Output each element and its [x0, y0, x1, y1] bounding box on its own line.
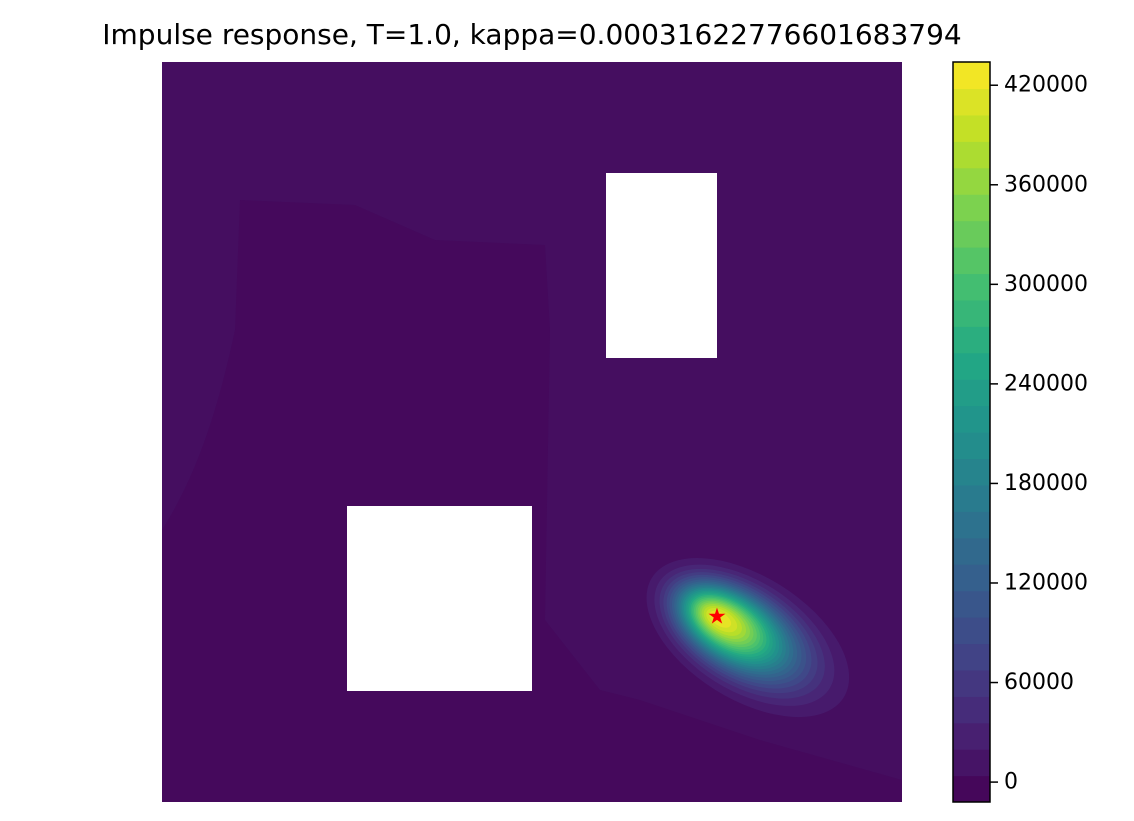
- colorbar-band: [953, 405, 990, 433]
- colorbar-band: [953, 696, 990, 724]
- colorbar-band: [953, 590, 990, 618]
- colorbar-band: [953, 62, 990, 90]
- colorbar-band: [953, 458, 990, 486]
- colorbar-band: [953, 484, 990, 512]
- colorbar-band: [953, 88, 990, 116]
- colorbar-band: [953, 352, 990, 380]
- colorbar-band: [953, 247, 990, 275]
- colorbar-band: [953, 749, 990, 777]
- colorbar-band: [953, 722, 990, 750]
- colorbar-band: [953, 379, 990, 407]
- colorbar-band: [953, 273, 990, 301]
- colorbar-band: [953, 617, 990, 645]
- colorbar-tick-label: 120000: [1004, 570, 1088, 595]
- colorbar-tick-label: 180000: [1004, 471, 1088, 496]
- colorbar-band: [953, 643, 990, 671]
- colorbar-band: [953, 326, 990, 354]
- obstacles: [347, 173, 717, 691]
- colorbar: 0 60000 120000 180000 240000 300000 360000 4200…: [952, 61, 1088, 803]
- obstacle-upper-right: [606, 173, 717, 358]
- colorbar-tick-label: 0: [1004, 770, 1018, 795]
- contour-level: [709, 610, 732, 628]
- colorbar-tick-label: 360000: [1004, 172, 1088, 197]
- colorbar-band: [953, 220, 990, 248]
- colorbar-band: [953, 114, 990, 142]
- plot-area: ★: [162, 62, 902, 802]
- colorbar-band: [953, 167, 990, 195]
- colorbar-band: [953, 511, 990, 539]
- colorbar-band: [953, 564, 990, 592]
- colorbar-band: [953, 669, 990, 697]
- colorbar-band: [953, 299, 990, 327]
- source-star-marker: ★: [707, 605, 727, 630]
- colorbar-tick-label: 300000: [1004, 272, 1088, 297]
- colorbar-frame: [952, 61, 991, 803]
- colorbar-band: [953, 432, 990, 460]
- colorbar-ticks: 0 60000 120000 180000 240000 300000 360000 4200…: [990, 73, 1088, 795]
- colorbar-band: [953, 141, 990, 169]
- colorbar-band: [953, 537, 990, 565]
- colorbar-tick-label: 420000: [1004, 73, 1088, 98]
- obstacle-lower-left: [347, 506, 532, 691]
- chart-title: Impulse response, T=1.0, kappa=0.0003162…: [102, 18, 961, 51]
- colorbar-tick-label: 240000: [1004, 371, 1088, 396]
- colorbar-band: [953, 775, 990, 802]
- colorbar-bands: [953, 62, 990, 802]
- colorbar-tick-label: 60000: [1004, 670, 1074, 695]
- colorbar-band: [953, 194, 990, 222]
